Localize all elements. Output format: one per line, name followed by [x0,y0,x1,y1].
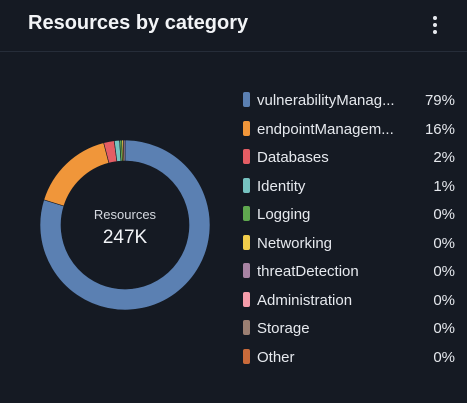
legend-swatch [243,120,250,136]
card-title: Resources by category [28,12,249,34]
legend-percent: 0% [433,320,455,337]
chart-legend: vulnerabilityManag... 79% endpointManagem.… [243,90,455,375]
legend-percent: 0% [433,291,455,309]
legend-swatch [243,234,250,250]
legend-label: Identity [257,177,306,195]
legend-swatch [243,177,250,193]
legend-item[interactable]: threatDetection 0% [243,261,455,290]
legend-item[interactable]: Identity 1% [243,176,455,205]
donut-slice-vulnerabilityManagement[interactable] [40,140,210,310]
legend-label: vulnerabilityManag... [257,92,395,109]
legend-label: Other [257,348,295,366]
legend-swatch [243,206,250,221]
kebab-dot [433,16,437,20]
card-header: Resources by category [0,0,467,52]
kebab-dot [433,30,437,34]
legend-item[interactable]: Administration 0% [243,290,455,319]
legend-item[interactable]: Networking 0% [243,233,455,262]
legend-label: Storage [257,320,310,337]
legend-swatch [243,263,250,278]
legend-percent: 79% [424,92,455,109]
legend-label: Databases [257,149,329,166]
legend-percent: 16% [424,120,455,138]
legend-label: Logging [257,206,311,223]
legend-item[interactable]: Storage 0% [243,318,455,347]
legend-percent: 0% [433,348,455,366]
legend-swatch [243,348,250,364]
legend-percent: 2% [433,149,455,166]
legend-swatch [243,92,250,107]
legend-label: threatDetection [257,263,359,280]
legend-percent: 1% [433,177,455,195]
legend-item[interactable]: endpointManagem... 16% [243,119,455,148]
legend-percent: 0% [433,206,455,223]
legend-percent: 0% [433,263,455,280]
legend-swatch [243,291,250,307]
legend-item[interactable]: vulnerabilityManag... 79% [243,90,455,119]
legend-percent: 0% [433,234,455,252]
donut-slice-endpointManagement[interactable] [43,142,110,207]
donut-chart [40,140,210,310]
legend-swatch [243,149,250,164]
legend-label: Administration [257,291,353,309]
legend-swatch [243,320,250,335]
legend-label: endpointManagem... [257,120,394,138]
donut-slice-threatDetection[interactable] [123,140,126,162]
legend-item[interactable]: Logging 0% [243,204,455,233]
kebab-menu-icon[interactable] [425,13,445,37]
donut-center-value: 247K [102,227,148,248]
legend-label: Networking [257,234,333,252]
legend-item[interactable]: Databases 2% [243,147,455,176]
legend-item[interactable]: Other 0% [243,347,455,376]
donut-center-label: Resources [93,207,157,222]
kebab-dot [433,23,437,27]
